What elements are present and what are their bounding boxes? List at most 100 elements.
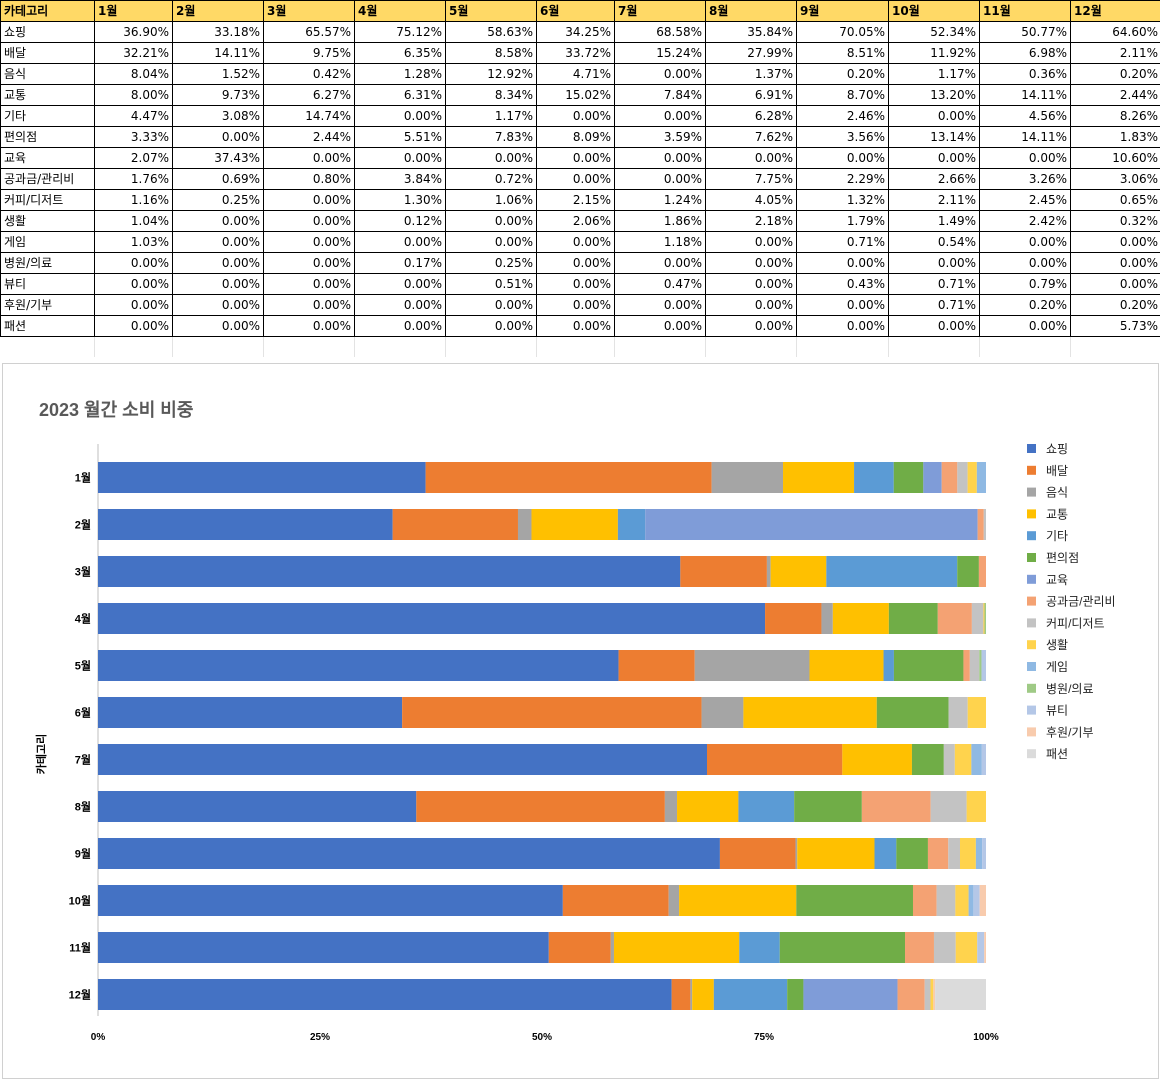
value-cell[interactable]: 0.00% [94,294,173,316]
bar-segment[interactable] [893,650,964,681]
header-cell-month[interactable]: 1월 [94,0,173,22]
bar-segment[interactable] [98,462,426,493]
bar-segment[interactable] [973,885,980,916]
bar-segment[interactable] [795,838,798,869]
category-cell[interactable]: 교육 [0,147,95,169]
category-cell[interactable]: 배달 [0,42,95,64]
bar-segment[interactable] [897,979,925,1010]
value-cell[interactable]: 0.00% [536,252,615,274]
value-cell[interactable]: 0.00% [1070,252,1160,274]
value-cell[interactable]: 0.65% [1070,189,1160,211]
legend-swatch[interactable] [1027,683,1036,693]
value-cell[interactable]: 0.00% [94,315,173,337]
bar-segment[interactable] [905,932,934,963]
value-cell[interactable]: 65.57% [263,21,355,43]
empty-cell[interactable] [614,336,706,357]
header-cell-month[interactable]: 6월 [536,0,615,22]
bar-segment[interactable] [923,462,942,493]
value-cell[interactable]: 0.00% [705,147,797,169]
value-cell[interactable]: 8.70% [796,84,889,106]
bar-segment[interactable] [797,838,875,869]
bar-segment[interactable] [955,885,969,916]
value-cell[interactable]: 0.00% [172,273,264,295]
value-cell[interactable]: 1.86% [614,210,706,232]
value-cell[interactable]: 8.34% [445,84,537,106]
value-cell[interactable]: 27.99% [705,42,797,64]
value-cell[interactable]: 0.25% [445,252,537,274]
bar-segment[interactable] [98,932,549,963]
value-cell[interactable]: 0.00% [445,315,537,337]
bar-segment[interactable] [984,932,986,963]
value-cell[interactable]: 0.00% [536,105,615,127]
bar-segment[interactable] [809,650,884,681]
value-cell[interactable]: 0.00% [979,147,1071,169]
value-cell[interactable]: 0.00% [445,210,537,232]
value-cell[interactable]: 7.84% [614,84,706,106]
value-cell[interactable]: 0.00% [705,273,797,295]
value-cell[interactable]: 0.00% [445,231,537,253]
value-cell[interactable]: 5.51% [354,126,446,148]
header-cell-month[interactable]: 11월 [979,0,1071,22]
value-cell[interactable]: 14.11% [979,84,1071,106]
legend-swatch[interactable] [1027,705,1036,715]
value-cell[interactable]: 8.09% [536,126,615,148]
value-cell[interactable]: 8.04% [94,63,173,85]
value-cell[interactable]: 68.58% [614,21,706,43]
value-cell[interactable]: 4.47% [94,105,173,127]
bar-segment[interactable] [937,603,972,634]
value-cell[interactable]: 34.25% [536,21,615,43]
value-cell[interactable]: 1.04% [94,210,173,232]
value-cell[interactable]: 7.75% [705,168,797,190]
value-cell[interactable]: 0.00% [888,252,980,274]
value-cell[interactable]: 6.27% [263,84,355,106]
value-cell[interactable]: 36.90% [94,21,173,43]
value-cell[interactable]: 4.71% [536,63,615,85]
value-cell[interactable]: 0.00% [1070,273,1160,295]
chart-panel[interactable]: 2023 월간 소비 비중 카테고리 1월 2월 3월 4월 5월 6월 7월 8월 9월 10월… [2,363,1159,1079]
value-cell[interactable]: 0.00% [705,294,797,316]
header-cell-month[interactable]: 12월 [1070,0,1160,22]
bar-segment[interactable] [98,556,681,587]
value-cell[interactable]: 15.02% [536,84,615,106]
bar-segment[interactable] [98,791,417,822]
bar-segment[interactable] [787,979,804,1010]
legend-swatch[interactable] [1027,553,1036,562]
value-cell[interactable]: 3.84% [354,168,446,190]
bar-segment[interactable] [719,838,796,869]
value-cell[interactable]: 50.77% [979,21,1071,43]
bar-segment[interactable] [975,838,983,869]
bar-segment[interactable] [98,697,403,728]
bar-segment[interactable] [842,744,912,775]
category-cell[interactable]: 뷰티 [0,273,95,295]
value-cell[interactable]: 0.00% [354,231,446,253]
value-cell[interactable]: 1.16% [94,189,173,211]
bar-segment[interactable] [613,932,740,963]
category-cell[interactable]: 기타 [0,105,95,127]
value-cell[interactable]: 0.00% [263,231,355,253]
value-cell[interactable]: 9.73% [172,84,264,106]
value-cell[interactable]: 1.32% [796,189,889,211]
bar-segment[interactable] [402,697,702,728]
bar-segment[interactable] [876,697,949,728]
value-cell[interactable]: 0.00% [705,252,797,274]
bar-segment[interactable] [826,556,958,587]
bar-segment[interactable] [548,932,611,963]
bar-segment[interactable] [671,979,691,1010]
bar-segment[interactable] [936,885,956,916]
value-cell[interactable]: 0.00% [796,315,889,337]
value-cell[interactable]: 0.00% [888,315,980,337]
bar-segment[interactable] [796,885,913,916]
bar-segment[interactable] [692,979,714,1010]
value-cell[interactable]: 3.08% [172,105,264,127]
bar-segment[interactable] [531,509,618,540]
bar-segment[interactable] [610,932,614,963]
bar-segment[interactable] [971,744,982,775]
value-cell[interactable]: 14.11% [979,126,1071,148]
value-cell[interactable]: 0.00% [354,147,446,169]
value-cell[interactable]: 0.00% [172,252,264,274]
value-cell[interactable]: 2.07% [94,147,173,169]
bar-segment[interactable] [913,885,937,916]
value-cell[interactable]: 6.98% [979,42,1071,64]
bar-segment[interactable] [981,650,986,681]
bar-segment[interactable] [930,791,967,822]
